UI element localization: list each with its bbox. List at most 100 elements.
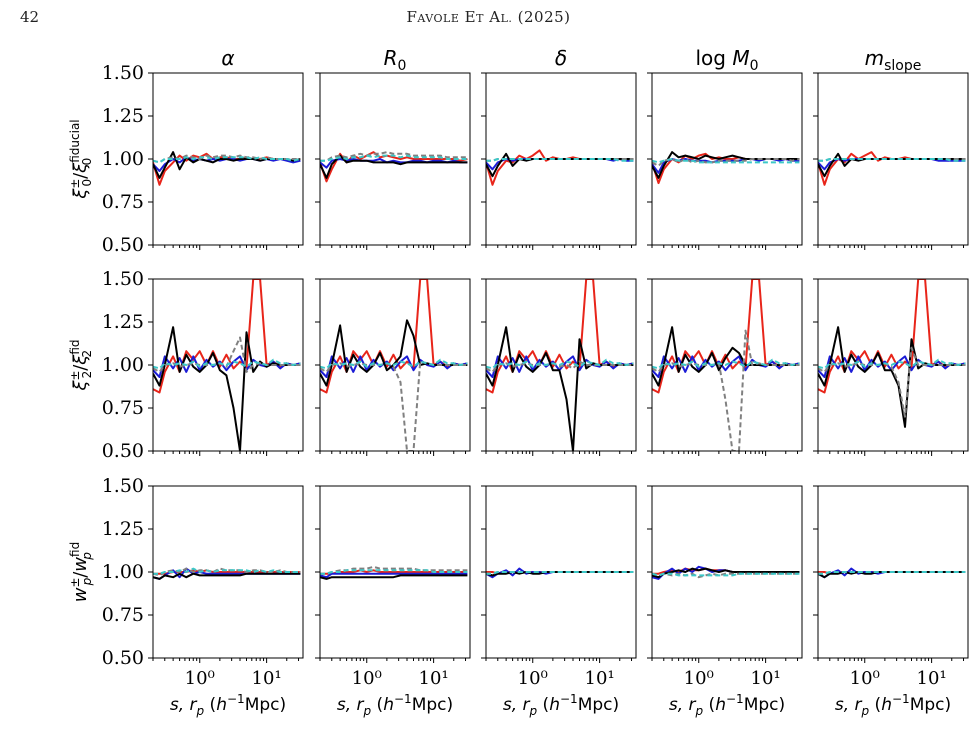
x-axis-label: s, rp (h−1Mpc) bbox=[835, 692, 951, 718]
column-title: R0 bbox=[384, 46, 407, 74]
x-tick-label: 10¹ bbox=[252, 668, 282, 689]
series-line bbox=[320, 151, 468, 162]
panel-1-5: mslope bbox=[813, 46, 969, 250]
series-line bbox=[818, 346, 966, 418]
y-tick-label: 1.25 bbox=[102, 311, 144, 333]
panel-series bbox=[320, 565, 468, 580]
x-tick-label: 10⁰ bbox=[185, 668, 215, 689]
series-line bbox=[320, 154, 468, 179]
running-head-word: FAVOLE bbox=[406, 8, 459, 26]
series-line bbox=[486, 152, 634, 178]
y-tick-label: 1.50 bbox=[102, 475, 144, 497]
series-line bbox=[486, 358, 634, 370]
column-title: mslope bbox=[865, 46, 922, 74]
series-line bbox=[818, 358, 966, 370]
series-line bbox=[320, 574, 468, 580]
panel-series bbox=[818, 279, 966, 428]
panel-series bbox=[153, 279, 301, 451]
panel-series bbox=[153, 151, 301, 186]
x-tick-label: 10⁰ bbox=[850, 668, 880, 689]
series-line bbox=[153, 151, 301, 179]
running-head-text: FAVOLE ET AL. (2025) bbox=[406, 8, 570, 26]
running-head-word: AL. bbox=[489, 8, 512, 26]
y-tick-label: 0.75 bbox=[102, 191, 144, 213]
panel-1-2: R0 bbox=[315, 46, 471, 250]
series-line bbox=[153, 326, 301, 451]
panel-1-4: log M0 bbox=[647, 46, 803, 250]
series-line bbox=[153, 572, 301, 580]
x-axis-label: s, rp (h−1Mpc) bbox=[503, 692, 619, 718]
running-head: FAVOLE ET AL. (2025) bbox=[0, 8, 977, 26]
panel-2-3 bbox=[481, 278, 637, 456]
panel-series bbox=[320, 151, 468, 183]
series-line bbox=[818, 158, 966, 162]
y-tick-label: 1.00 bbox=[102, 148, 144, 170]
x-tick-label: 10⁰ bbox=[352, 668, 382, 689]
x-axis-label: s, rp (h−1Mpc) bbox=[170, 692, 286, 718]
panel-1-1: 0.50 0.75 1.00 1.25 1.50 α ξ±0/ξfiducial0 bbox=[68, 46, 304, 256]
x-axis-label: s, rp (h−1Mpc) bbox=[337, 692, 453, 718]
column-title: α bbox=[221, 46, 234, 70]
series-line bbox=[652, 329, 800, 451]
running-head-word: (2025) bbox=[517, 8, 571, 26]
panel-3-5: 10⁰ 10¹ s, rp (h−1Mpc) bbox=[813, 485, 969, 718]
panel-series bbox=[486, 567, 634, 579]
running-head-small: AVOLE bbox=[417, 12, 460, 25]
y-tick-label: 0.50 bbox=[102, 440, 144, 462]
panel-2-2 bbox=[315, 278, 471, 456]
y-axis-label: ξ±2/ξfid2 bbox=[68, 339, 94, 391]
running-head-cap: A bbox=[489, 8, 501, 26]
series-line bbox=[486, 158, 634, 162]
panel-1-3: δ bbox=[481, 46, 637, 250]
series-line bbox=[320, 319, 468, 387]
series-line bbox=[486, 326, 634, 451]
y-axis-label: w±p/wfidp bbox=[68, 542, 94, 602]
y-tick-label: 0.50 bbox=[102, 647, 144, 669]
y-tick-label: 0.75 bbox=[102, 397, 144, 419]
series-line bbox=[153, 336, 301, 373]
panel-series bbox=[486, 149, 634, 186]
panel-3-4: 10⁰ 10¹ s, rp (h−1Mpc) bbox=[647, 485, 803, 718]
series-line bbox=[818, 326, 966, 428]
series-line bbox=[818, 152, 966, 178]
series-line bbox=[320, 154, 468, 162]
series-line bbox=[486, 158, 634, 171]
panel-2-4 bbox=[647, 278, 803, 456]
series-line bbox=[153, 358, 301, 370]
running-head-cap: E bbox=[464, 8, 477, 26]
series-line bbox=[320, 360, 468, 451]
panel-series bbox=[320, 279, 468, 451]
panel-series bbox=[818, 567, 966, 579]
panel-series bbox=[652, 151, 800, 185]
y-tick-label: 1.50 bbox=[102, 268, 144, 290]
x-axis-label: s, rp (h−1Mpc) bbox=[669, 692, 785, 718]
panel-series bbox=[818, 151, 966, 186]
y-tick-label: 1.00 bbox=[102, 354, 144, 376]
column-title: log M0 bbox=[695, 46, 758, 74]
panel-series bbox=[652, 565, 800, 580]
series-line bbox=[486, 571, 634, 575]
series-line bbox=[652, 158, 800, 167]
panel-3-1: 0.50 0.75 1.00 1.25 1.50 10⁰ 10¹ s, rp (h−1Mpc)… bbox=[68, 475, 304, 718]
panel-3-2: 10⁰ 10¹ s, rp (h−1Mpc) bbox=[315, 485, 471, 718]
panel-series bbox=[486, 279, 634, 451]
y-tick-label: 1.25 bbox=[102, 518, 144, 540]
series-line bbox=[818, 571, 966, 575]
series-line bbox=[486, 360, 634, 373]
panel-series bbox=[652, 279, 800, 451]
y-axis-label: ξ±0/ξfiducial0 bbox=[68, 119, 94, 199]
y-tick-label: 1.00 bbox=[102, 561, 144, 583]
panel-2-1: 0.50 0.75 1.00 1.25 1.50 ξ±2/ξfid2 bbox=[68, 268, 304, 462]
x-tick-label: 10¹ bbox=[751, 668, 781, 689]
series-line bbox=[153, 156, 301, 164]
series-line bbox=[652, 151, 800, 179]
x-tick-label: 10¹ bbox=[585, 668, 615, 689]
y-tick-label: 0.50 bbox=[102, 234, 144, 256]
x-tick-label: 10⁰ bbox=[518, 668, 548, 689]
series-line bbox=[652, 572, 800, 577]
x-tick-label: 10¹ bbox=[419, 668, 449, 689]
series-line bbox=[652, 567, 800, 579]
series-line bbox=[320, 358, 468, 370]
page-number: 42 bbox=[20, 8, 40, 26]
